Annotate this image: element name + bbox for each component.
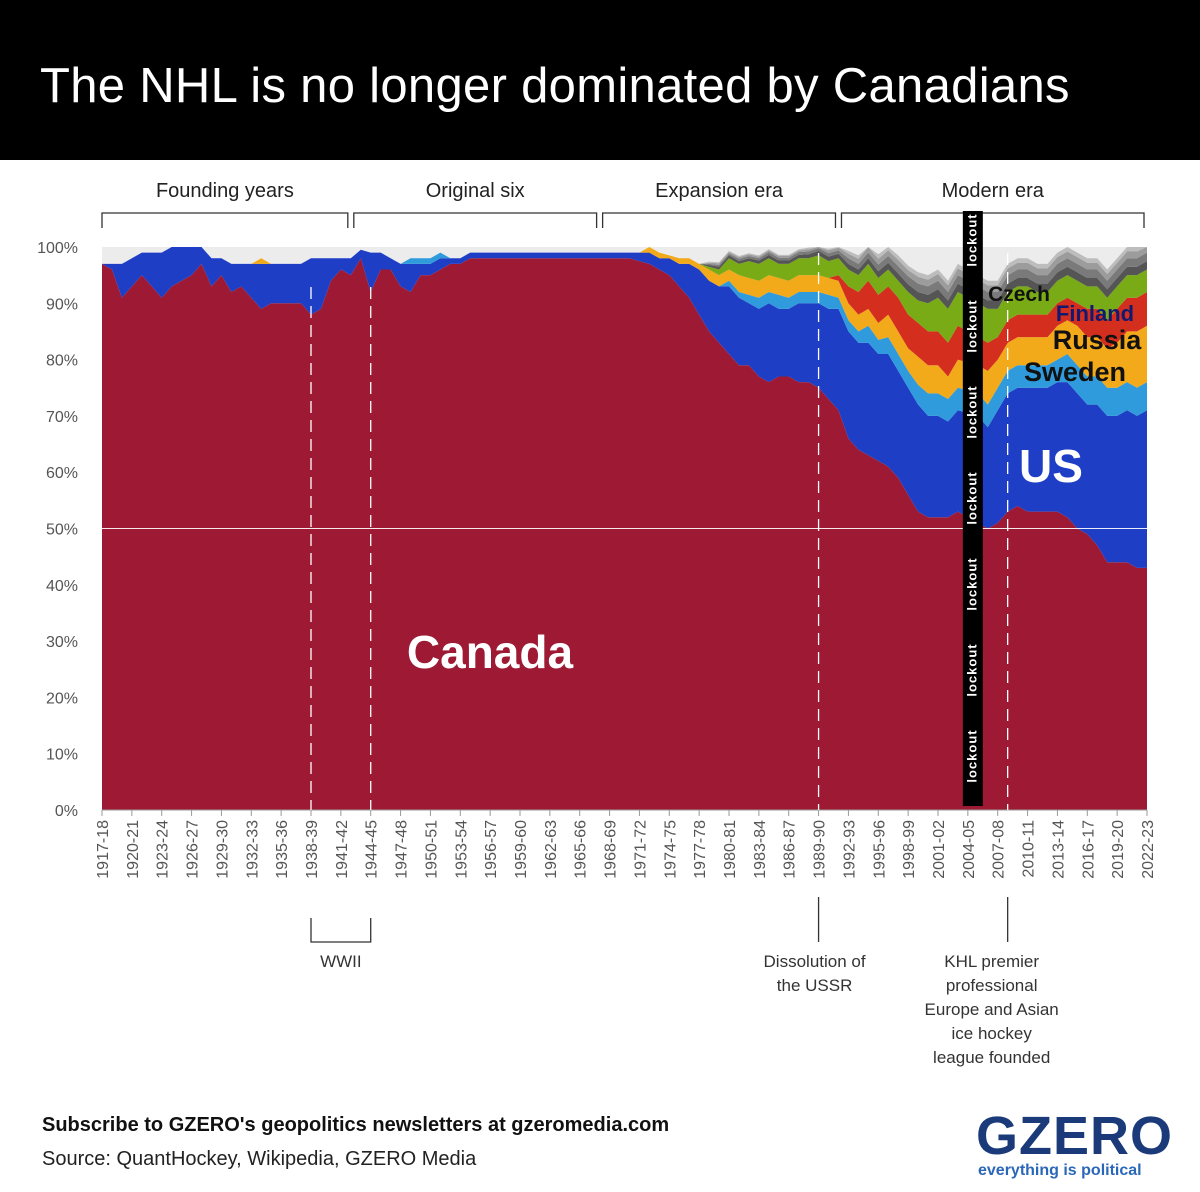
x-tick-label: 1977-78 bbox=[692, 820, 709, 879]
ussr-label: Dissolution of bbox=[764, 952, 866, 971]
x-tick-label: 2010-11 bbox=[1021, 820, 1038, 878]
chart-title: The NHL is no longer dominated by Canadi… bbox=[40, 59, 1070, 113]
ussr-label: the USSR bbox=[777, 976, 853, 995]
khl-label: Europe and Asian bbox=[925, 1000, 1059, 1019]
x-tick-label: 1935-36 bbox=[274, 820, 291, 879]
x-tick-label: 1974-75 bbox=[662, 820, 679, 879]
area-other-7 bbox=[102, 247, 1147, 301]
lockout-bar bbox=[962, 211, 983, 806]
stacked-area-chart: 0% 10% 20% 30% 40% 50% 60% 70% 80% 90% 100% 1917-18… bbox=[37, 180, 1157, 1067]
source-note: Source: QuantHockey, Wikipedia, GZERO Me… bbox=[42, 1148, 477, 1170]
lockout-label: lockout bbox=[964, 643, 979, 696]
era-label: Modern era bbox=[942, 180, 1045, 202]
title-bar: The NHL is no longer dominated by Canadi… bbox=[0, 0, 1200, 160]
y-tick-label: 0% bbox=[55, 803, 78, 820]
era-bracket bbox=[840, 212, 1145, 228]
x-tick-label: 1983-84 bbox=[752, 820, 769, 879]
y-tick-label: 50% bbox=[46, 522, 78, 539]
x-tick-label: 1998-99 bbox=[901, 820, 918, 879]
x-tick-label: 1941-42 bbox=[334, 820, 351, 879]
series-label-sweden: Sweden bbox=[1024, 357, 1126, 387]
x-tick-label: 1968-69 bbox=[603, 820, 620, 879]
era-bracket bbox=[601, 212, 837, 228]
x-tick-label: 2004-05 bbox=[961, 820, 978, 879]
gzero-logo: GZERO everything is political bbox=[976, 1106, 1172, 1186]
x-tick-label: 2019-20 bbox=[1110, 820, 1127, 879]
area-canada bbox=[102, 258, 1147, 810]
series-label-czech: Czech bbox=[988, 283, 1050, 306]
lockout-label: lockout bbox=[964, 385, 979, 438]
lockout-label: lockout bbox=[964, 729, 979, 782]
subscribe-note: Subscribe to GZERO's geopolitics newslet… bbox=[42, 1114, 670, 1136]
lockout-label: lockout bbox=[964, 471, 979, 524]
y-tick-label: 100% bbox=[37, 240, 78, 257]
y-tick-label: 20% bbox=[46, 690, 78, 707]
y-tick-label: 60% bbox=[46, 465, 78, 482]
x-tick-label: 2007-08 bbox=[991, 820, 1008, 879]
x-tick-label: 1959-60 bbox=[513, 820, 530, 879]
series-label-russia: Russia bbox=[1053, 325, 1143, 355]
era-label: Founding years bbox=[156, 180, 294, 202]
x-tick-label: 1950-51 bbox=[423, 820, 440, 879]
x-tick-label: 1947-48 bbox=[394, 820, 411, 879]
x-tick-label: 1962-63 bbox=[543, 820, 560, 879]
wwii-bracket bbox=[310, 918, 372, 943]
y-tick-label: 90% bbox=[46, 296, 78, 313]
y-tick-label: 30% bbox=[46, 634, 78, 651]
y-tick-label: 80% bbox=[46, 353, 78, 370]
y-tick-label: 10% bbox=[46, 747, 78, 764]
x-tick-label: 1917-18 bbox=[95, 820, 112, 879]
logo-tagline: everything is political bbox=[978, 1162, 1142, 1179]
x-tick-label: 1944-45 bbox=[364, 820, 381, 879]
x-tick-label: 1956-57 bbox=[483, 820, 500, 879]
x-tick-label: 1953-54 bbox=[453, 820, 470, 879]
logo-wordmark: GZERO bbox=[976, 1106, 1174, 1166]
era-bracket bbox=[101, 212, 349, 228]
x-tick-label: 2001-02 bbox=[931, 820, 948, 879]
x-tick-label: 1929-30 bbox=[214, 820, 231, 879]
x-tick-label: 1920-21 bbox=[125, 820, 142, 879]
y-tick-label: 70% bbox=[46, 409, 78, 426]
x-tick-label: 1980-81 bbox=[722, 820, 739, 879]
x-tick-label: 1995-96 bbox=[871, 820, 888, 879]
x-tick-label: 1971-72 bbox=[632, 820, 649, 879]
x-tick-label: 2016-17 bbox=[1080, 820, 1097, 879]
era-label: Expansion era bbox=[655, 180, 784, 202]
wwii-label: WWII bbox=[320, 952, 362, 971]
x-tick-label: 2013-14 bbox=[1050, 820, 1067, 879]
lockout-label: lockout bbox=[964, 213, 979, 266]
series-label-canada: Canada bbox=[407, 626, 574, 678]
x-tick-label: 1989-90 bbox=[812, 820, 829, 879]
era-label: Original six bbox=[426, 180, 525, 202]
khl-label: KHL premier bbox=[944, 952, 1039, 971]
lockout-label: lockout bbox=[964, 299, 979, 352]
y-tick-label: 40% bbox=[46, 578, 78, 595]
khl-label: league founded bbox=[933, 1048, 1050, 1067]
x-tick-label: 1992-93 bbox=[841, 820, 858, 879]
lockout-label: lockout bbox=[964, 557, 979, 610]
khl-label: ice hockey bbox=[952, 1024, 1033, 1043]
x-tick-label: 1923-24 bbox=[155, 820, 172, 879]
series-label-finland: Finland bbox=[1056, 301, 1134, 326]
x-tick-label: 2022-23 bbox=[1140, 820, 1157, 879]
series-label-us: US bbox=[1019, 440, 1083, 492]
x-tick-label: 1965-66 bbox=[573, 820, 590, 879]
khl-label: professional bbox=[946, 976, 1038, 995]
x-tick-label: 1926-27 bbox=[185, 820, 202, 879]
x-tick-label: 1986-87 bbox=[782, 820, 799, 879]
era-bracket bbox=[353, 212, 598, 228]
x-tick-label: 1932-33 bbox=[244, 820, 261, 879]
x-tick-label: 1938-39 bbox=[304, 820, 321, 879]
